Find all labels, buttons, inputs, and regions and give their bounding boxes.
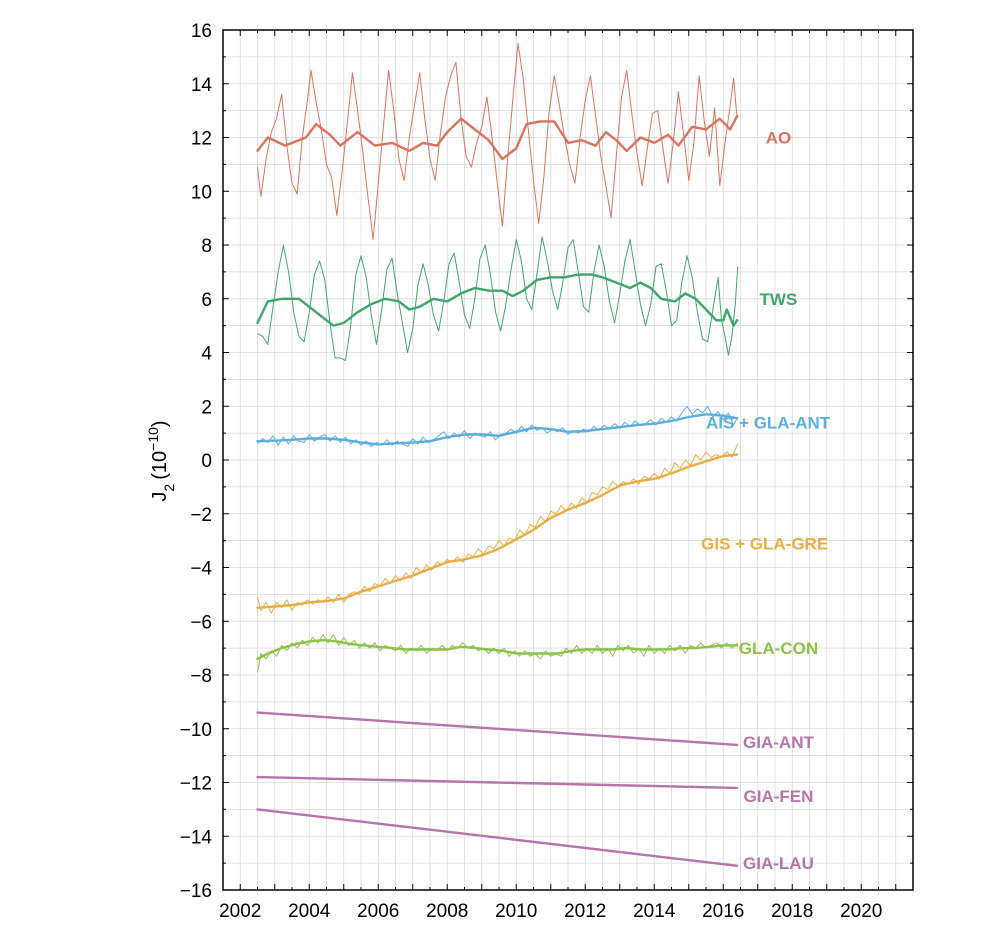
x-tick-label: 2016 (702, 901, 744, 922)
series-ais-gla-ant-monthly-line (257, 405, 739, 448)
series-ao-trend-line (256, 114, 739, 161)
series-label-gla-con: GLA-CON (739, 639, 818, 658)
y-axis-title: J2(10−10) (145, 420, 177, 501)
x-tick-label: 2020 (840, 901, 882, 922)
series-gia-ant-trend-line (256, 711, 739, 747)
y-tick-label: 14 (191, 75, 213, 96)
series-layer (256, 42, 739, 867)
series-labels: AO TWS AIS + GLA-ANT GIS + GLA-GRE GLA-CON GI… (701, 129, 831, 874)
series-gla-con-trend-line (256, 638, 739, 661)
series-gia-lau-trend-line (256, 808, 739, 867)
y-tick-label: 8 (201, 236, 212, 257)
x-tick-label: 2018 (771, 901, 813, 922)
axis-ticks (222, 29, 914, 891)
x-tick-label: 2006 (357, 901, 399, 922)
series-tws-trend-line (256, 273, 739, 327)
series-label-ais-gla-ant: AIS + GLA-ANT (706, 413, 831, 432)
y-tick-label: −2 (190, 505, 212, 526)
series-label-gia-fen: GIA-FEN (744, 787, 814, 806)
x-tick-label: 2014 (633, 901, 676, 922)
y-tick-label: −16 (180, 881, 212, 902)
y-axis-tick-labels: −16 −14 −12 −10 −8 −6 −4 −2 0 2 4 6 8 10 12 14 16 (180, 21, 213, 902)
series-gis-gla-gre-monthly-line (257, 443, 739, 614)
series-label-gia-lau: GIA-LAU (743, 854, 814, 873)
series-tws-monthly-line (257, 236, 739, 362)
y-tick-label: 0 (201, 451, 212, 472)
y-tick-label: −12 (180, 774, 212, 795)
y-tick-label: −14 (180, 827, 213, 848)
y-tick-label: 12 (191, 129, 212, 150)
y-tick-label: −8 (190, 666, 212, 687)
series-gis-gla-gre-trend-line (256, 453, 739, 609)
y-tick-label: 6 (201, 290, 212, 311)
y-tick-label: −4 (190, 559, 212, 580)
series-label-gia-ant: GIA-ANT (743, 733, 814, 752)
y-tick-label: 16 (191, 21, 212, 42)
y-tick-label: −10 (180, 720, 212, 741)
y-tick-label: 10 (191, 182, 212, 203)
x-tick-label: 2004 (288, 901, 331, 922)
series-label-gis-gla-gre: GIS + GLA-GRE (701, 534, 828, 553)
y-tick-label: −6 (190, 612, 212, 633)
x-tick-label: 2012 (564, 901, 606, 922)
x-tick-label: 2010 (495, 901, 537, 922)
series-label-ao: AO (766, 129, 792, 148)
series-label-tws: TWS (760, 290, 798, 309)
series-gia-fen-trend-line (256, 775, 739, 790)
series-ao-monthly-line (257, 42, 738, 241)
x-tick-label: 2002 (219, 901, 261, 922)
x-axis-tick-labels: 2002 2004 2006 2008 2010 2012 2014 2016 2018 2020 (219, 901, 882, 922)
y-tick-label: 2 (201, 397, 212, 418)
y-tick-label: 4 (201, 344, 212, 365)
series-ais-gla-ant-trend-line (256, 413, 739, 446)
x-tick-label: 2008 (426, 901, 468, 922)
grid (222, 29, 914, 891)
